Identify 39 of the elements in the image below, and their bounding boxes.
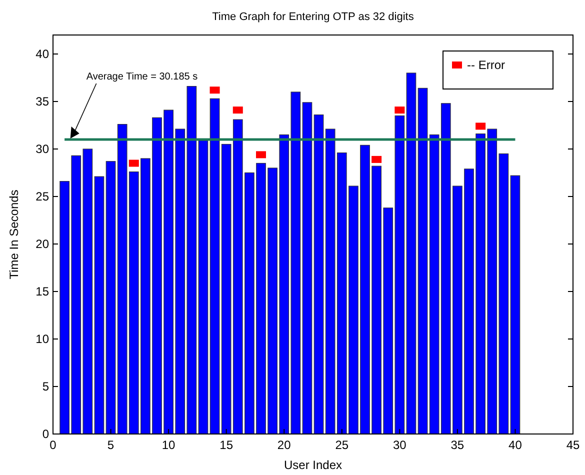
point [232, 106, 243, 114]
x-tick-label: 20 [277, 438, 292, 452]
bar [314, 114, 324, 434]
x-tick-label: 25 [335, 438, 349, 452]
y-tick-label: 10 [36, 332, 50, 346]
x-tick-label: 35 [450, 438, 464, 452]
chart-title: Time Graph for Entering OTP as 32 digits [212, 11, 414, 23]
y-tick-label: 20 [36, 237, 50, 252]
legend-label: -- Error [467, 58, 505, 72]
y-tick-label: 15 [36, 284, 50, 299]
y-tick-label: 30 [36, 142, 50, 156]
bar [406, 72, 416, 434]
y-tick-label: 5 [42, 380, 50, 394]
y-tick-label: 0 [42, 427, 50, 442]
bar [94, 176, 104, 434]
point [372, 156, 382, 163]
bar [510, 175, 520, 434]
point [256, 151, 266, 158]
annotation: Average Time = 30.185 s [86, 72, 198, 82]
bar [210, 98, 220, 434]
y-tick-label: 40 [36, 47, 50, 62]
bar [198, 140, 208, 434]
point [128, 160, 139, 167]
x-tick-label: 45 [566, 438, 580, 452]
y-axis-title: Time In Seconds [7, 190, 21, 280]
x-tick-label: 40 [508, 438, 522, 452]
point [476, 122, 486, 130]
point [394, 106, 405, 114]
point [210, 86, 220, 94]
y-tick-label: 35 [36, 94, 50, 109]
x-tick-label: 5 [107, 438, 114, 452]
x-tick-label: 30 [392, 438, 407, 452]
x-tick-label: 15 [220, 438, 234, 452]
bar [418, 88, 428, 434]
bar [302, 102, 312, 434]
x-axis-title: User Index [284, 458, 342, 472]
x-tick-label: 10 [162, 438, 176, 452]
y-tick-label: 25 [36, 190, 50, 204]
bar [106, 161, 116, 434]
